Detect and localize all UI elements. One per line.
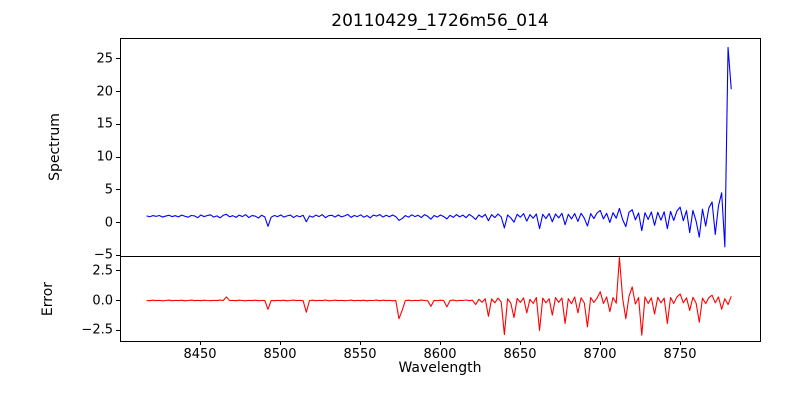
y-tick-mark: [116, 270, 120, 272]
y-tick-mark: [116, 91, 120, 93]
y-tick-label: 25: [96, 51, 113, 67]
x-tick-label: 8550: [343, 347, 377, 362]
error-svg: [146, 257, 732, 336]
x-tick-mark: [199, 341, 201, 345]
y-tick-mark: [116, 123, 120, 125]
y-tick-label: 10: [96, 149, 113, 165]
x-tick-label: 8650: [503, 347, 537, 362]
x-tick-label: 8600: [423, 347, 457, 362]
spectrum-line: [146, 46, 732, 248]
spectrum-plot-area: [120, 38, 761, 257]
y-tick-mark: [116, 189, 120, 191]
error-plot-area: [120, 256, 761, 342]
y-tick-mark: [116, 300, 120, 302]
y-tick-mark: [116, 329, 120, 331]
spectrum-svg: [146, 46, 732, 248]
x-tick-mark: [519, 341, 521, 345]
x-tick-label: 8750: [663, 347, 697, 362]
x-tick-mark: [679, 341, 681, 345]
x-tick-label: 8450: [183, 347, 217, 362]
x-tick-label: 8500: [263, 347, 297, 362]
y-tick-mark: [116, 58, 120, 60]
y-tick-mark: [116, 156, 120, 158]
y-tick-mark: [116, 254, 120, 256]
y-tick-label: −2.5: [81, 322, 113, 338]
y-tick-label: 0: [104, 215, 113, 231]
error-line: [146, 257, 732, 336]
x-tick-label: 8700: [583, 347, 617, 362]
x-tick-mark: [279, 341, 281, 345]
error-axis-label: Error: [40, 281, 56, 317]
x-tick-mark: [599, 341, 601, 345]
spectrum-axis-label: Spectrum: [47, 113, 63, 181]
chart-title: 20110429_1726m56_014: [331, 11, 549, 31]
x-tick-mark: [359, 341, 361, 345]
y-tick-label: 0.0: [92, 293, 113, 309]
y-tick-mark: [116, 222, 120, 224]
y-tick-label: 5: [104, 182, 113, 198]
y-tick-label: −5: [93, 247, 113, 263]
y-tick-label: 2.5: [92, 263, 113, 279]
x-tick-mark: [439, 341, 441, 345]
x-axis-label: Wavelength: [398, 360, 482, 376]
y-tick-label: 15: [96, 116, 113, 132]
y-tick-label: 20: [96, 84, 113, 100]
